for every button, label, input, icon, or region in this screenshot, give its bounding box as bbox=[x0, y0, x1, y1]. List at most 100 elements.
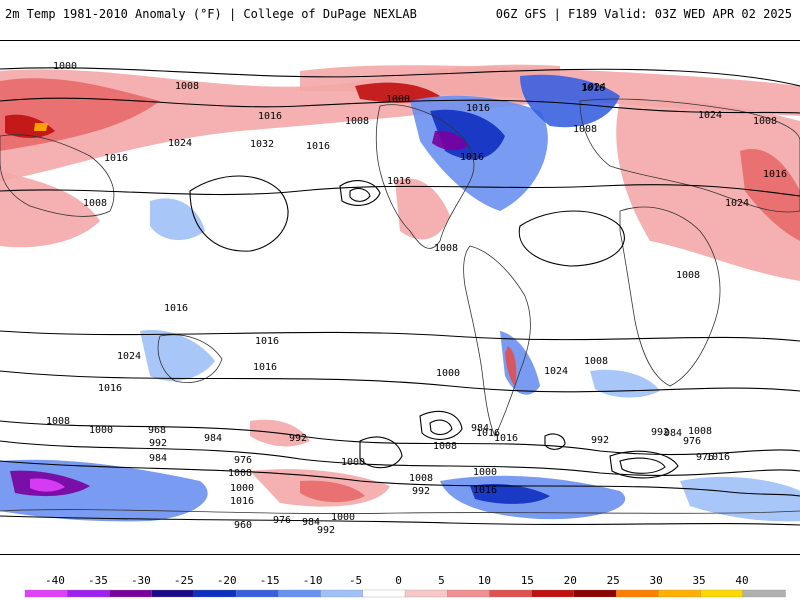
legend-tick-label: 30 bbox=[650, 574, 663, 587]
isobar-label: 1008 bbox=[584, 356, 608, 367]
isobar-label: 992 bbox=[412, 486, 430, 497]
isobar-label: 1000 bbox=[89, 425, 113, 436]
legend-tick-label: -10 bbox=[303, 574, 323, 587]
coastlines bbox=[0, 98, 800, 514]
isobar-label: 1000 bbox=[331, 512, 355, 523]
isobar-label: 976 bbox=[273, 515, 291, 526]
isobar-label: 992 bbox=[289, 433, 307, 444]
isobar-label: 1000 bbox=[436, 368, 460, 379]
isobar-label: 1008 bbox=[83, 198, 107, 209]
isobar-label: 976 bbox=[683, 436, 701, 447]
legend-swatch bbox=[447, 589, 491, 598]
isobar-label: 1016 bbox=[473, 485, 497, 496]
legend-tick-label: -40 bbox=[45, 574, 65, 587]
legend-swatch bbox=[489, 589, 533, 598]
isobar-label: 1008 bbox=[228, 468, 252, 479]
title-bar: 2m Temp 1981-2010 Anomaly (°F) | College… bbox=[0, 0, 800, 30]
legend-swatch bbox=[278, 589, 322, 598]
isobar-label: 1008 bbox=[345, 116, 369, 127]
temperature-anomaly-shading bbox=[0, 64, 800, 522]
isobar-label: 1000 bbox=[386, 94, 410, 105]
isobars bbox=[0, 67, 800, 526]
isobar-label: 1016 bbox=[387, 176, 411, 187]
isobar-label: 960 bbox=[234, 520, 252, 531]
isobar-label: 1024 bbox=[168, 138, 192, 149]
isobar-label: 984 bbox=[302, 517, 320, 528]
legend-tick-label: -35 bbox=[88, 574, 108, 587]
isobar-label: 1016 bbox=[98, 383, 122, 394]
legend-swatch bbox=[362, 589, 406, 598]
legend-tick-label: -20 bbox=[217, 574, 237, 587]
legend-tick-label: 5 bbox=[438, 574, 445, 587]
map-title: 2m Temp 1981-2010 Anomaly (°F) | College… bbox=[5, 7, 417, 21]
isobar-label: 1008 bbox=[434, 243, 458, 254]
legend-tick-label: 35 bbox=[692, 574, 705, 587]
legend-tick-label: 10 bbox=[478, 574, 491, 587]
isobar-label: 1008 bbox=[676, 270, 700, 281]
isobar-label: 1016 bbox=[253, 362, 277, 373]
legend-swatch bbox=[235, 589, 279, 598]
legend-tick-label: 15 bbox=[521, 574, 534, 587]
isobar-label: 1008 bbox=[409, 473, 433, 484]
isobar-label: 1016 bbox=[494, 433, 518, 444]
legend-tick-label: -5 bbox=[349, 574, 362, 587]
legend-tick-label: 40 bbox=[735, 574, 748, 587]
isobar-label: 1000 bbox=[473, 467, 497, 478]
legend-swatch bbox=[193, 589, 237, 598]
isobar-label: 984 bbox=[204, 433, 222, 444]
legend-tick-label: -25 bbox=[174, 574, 194, 587]
legend-swatch bbox=[615, 589, 659, 598]
isobar-label: 1008 bbox=[753, 116, 777, 127]
isobar-label: 968 bbox=[148, 425, 166, 436]
isobar-label: 1000 bbox=[341, 457, 365, 468]
isobar-label: 1016 bbox=[706, 452, 730, 463]
legend-tick-label: 25 bbox=[607, 574, 620, 587]
isobar-label: 984 bbox=[149, 453, 167, 464]
legend-swatch bbox=[109, 589, 153, 598]
legend-arrow-left bbox=[25, 590, 33, 597]
isobar-label: 992 bbox=[651, 427, 669, 438]
legend-swatch bbox=[320, 589, 364, 598]
legend-tick-label: -30 bbox=[131, 574, 151, 587]
isobar-label: 992 bbox=[317, 525, 335, 536]
isobar-label: 1008 bbox=[46, 416, 70, 427]
isobar-label: 1024 bbox=[582, 82, 606, 93]
isobar-label: 1016 bbox=[460, 152, 484, 163]
isobar-label: 1008 bbox=[433, 441, 457, 452]
legend-swatch bbox=[67, 589, 111, 598]
legend-swatch bbox=[404, 589, 448, 598]
isobar-label: 1000 bbox=[53, 61, 77, 72]
legend-swatch bbox=[573, 589, 617, 598]
isobar-label: 992 bbox=[149, 438, 167, 449]
isobar-label: 984 bbox=[471, 423, 489, 434]
legend-swatch bbox=[742, 589, 786, 598]
legend-swatch bbox=[658, 589, 702, 598]
isobar-label: 1008 bbox=[688, 426, 712, 437]
run-info: 06Z GFS | F189 Valid: 03Z WED APR 02 202… bbox=[495, 7, 792, 21]
isobar-label: 1024 bbox=[117, 351, 141, 362]
isobar-label: 1032 bbox=[250, 139, 274, 150]
isobar-label: 984 bbox=[664, 428, 682, 439]
isobar-label: 1024 bbox=[544, 366, 568, 377]
legend-tick-label: -15 bbox=[260, 574, 280, 587]
isobar-label: 976 bbox=[234, 455, 252, 466]
isobar-label: 1016 bbox=[306, 141, 330, 152]
isobar-label: 1016 bbox=[164, 303, 188, 314]
isobar-label: 1000 bbox=[230, 483, 254, 494]
isobar-label: 992 bbox=[591, 435, 609, 446]
isobar-label: 1016 bbox=[476, 428, 500, 439]
isobar-label: 1016 bbox=[230, 496, 254, 507]
legend-tick-label: 20 bbox=[564, 574, 577, 587]
isobar-label: 1008 bbox=[573, 124, 597, 135]
isobar-label: 1016 bbox=[581, 83, 605, 94]
isobar-label: 1024 bbox=[725, 198, 749, 209]
isobar-label: 1024 bbox=[698, 110, 722, 121]
legend-swatch bbox=[700, 589, 744, 598]
isobar-label: 1016 bbox=[763, 169, 787, 180]
isobar-label: 1016 bbox=[466, 103, 490, 114]
map-panel: 1000 1008 1016 1024 1032 1016 1008 1016 1016 1024… bbox=[0, 40, 800, 555]
legend-swatch bbox=[531, 589, 575, 598]
isobar-label: 976 bbox=[696, 452, 714, 463]
